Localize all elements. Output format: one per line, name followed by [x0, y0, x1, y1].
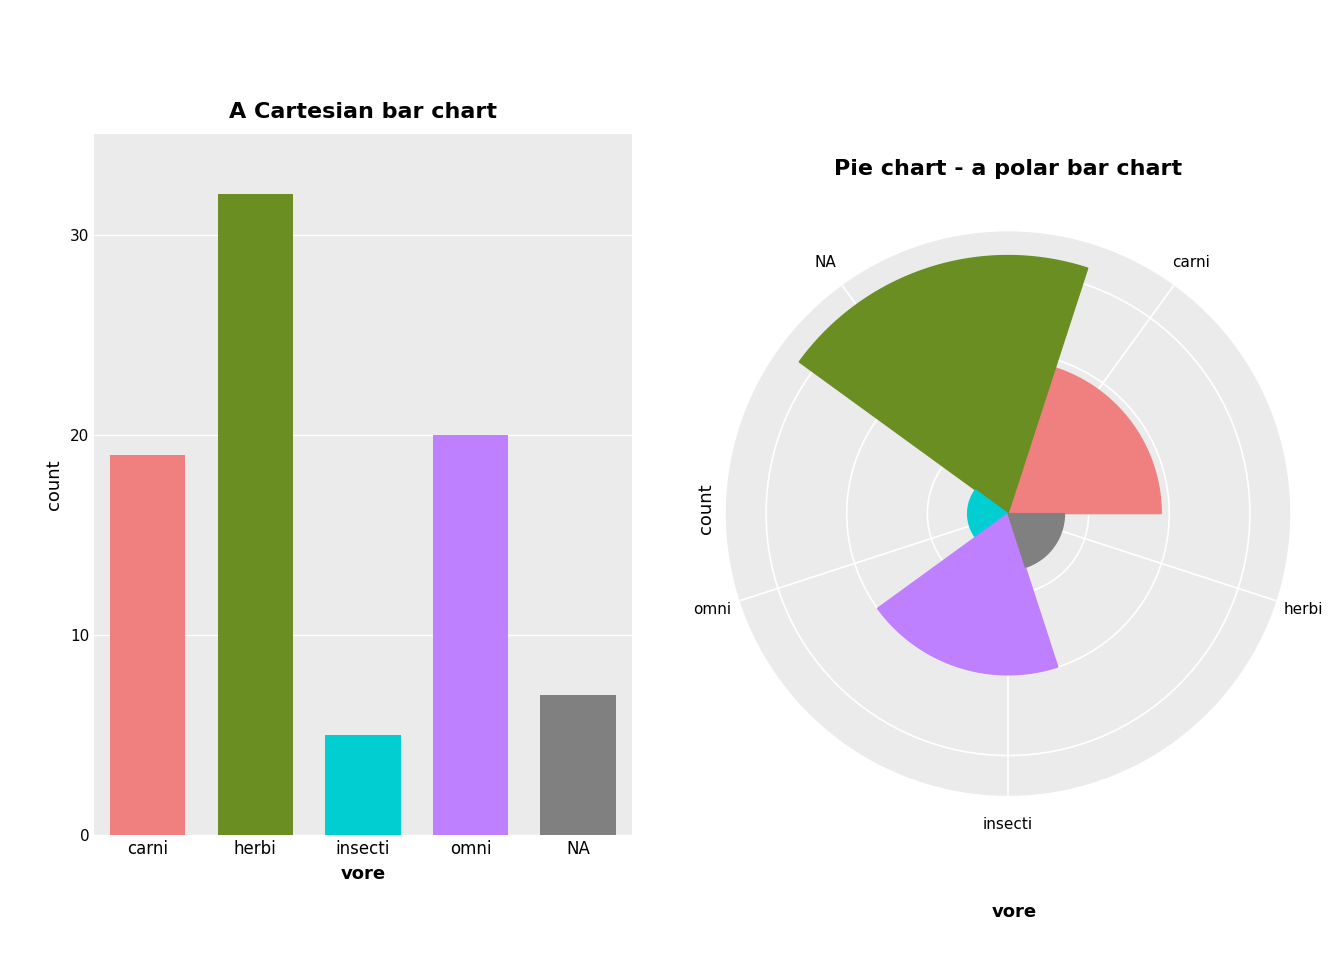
Y-axis label: count: count	[44, 460, 63, 510]
Polygon shape	[800, 255, 1087, 514]
Text: vore: vore	[992, 903, 1038, 921]
Polygon shape	[1008, 514, 1064, 567]
Polygon shape	[968, 490, 1008, 538]
Polygon shape	[1008, 368, 1161, 514]
Title: A Cartesian bar chart: A Cartesian bar chart	[228, 102, 497, 122]
X-axis label: vore: vore	[340, 865, 386, 883]
Bar	[110, 455, 185, 835]
Title: Pie chart - a polar bar chart: Pie chart - a polar bar chart	[833, 159, 1183, 180]
Bar	[433, 435, 508, 835]
Text: count: count	[696, 484, 715, 534]
Bar	[218, 195, 293, 835]
Bar	[540, 695, 616, 835]
Polygon shape	[878, 514, 1058, 675]
Bar	[325, 735, 401, 835]
